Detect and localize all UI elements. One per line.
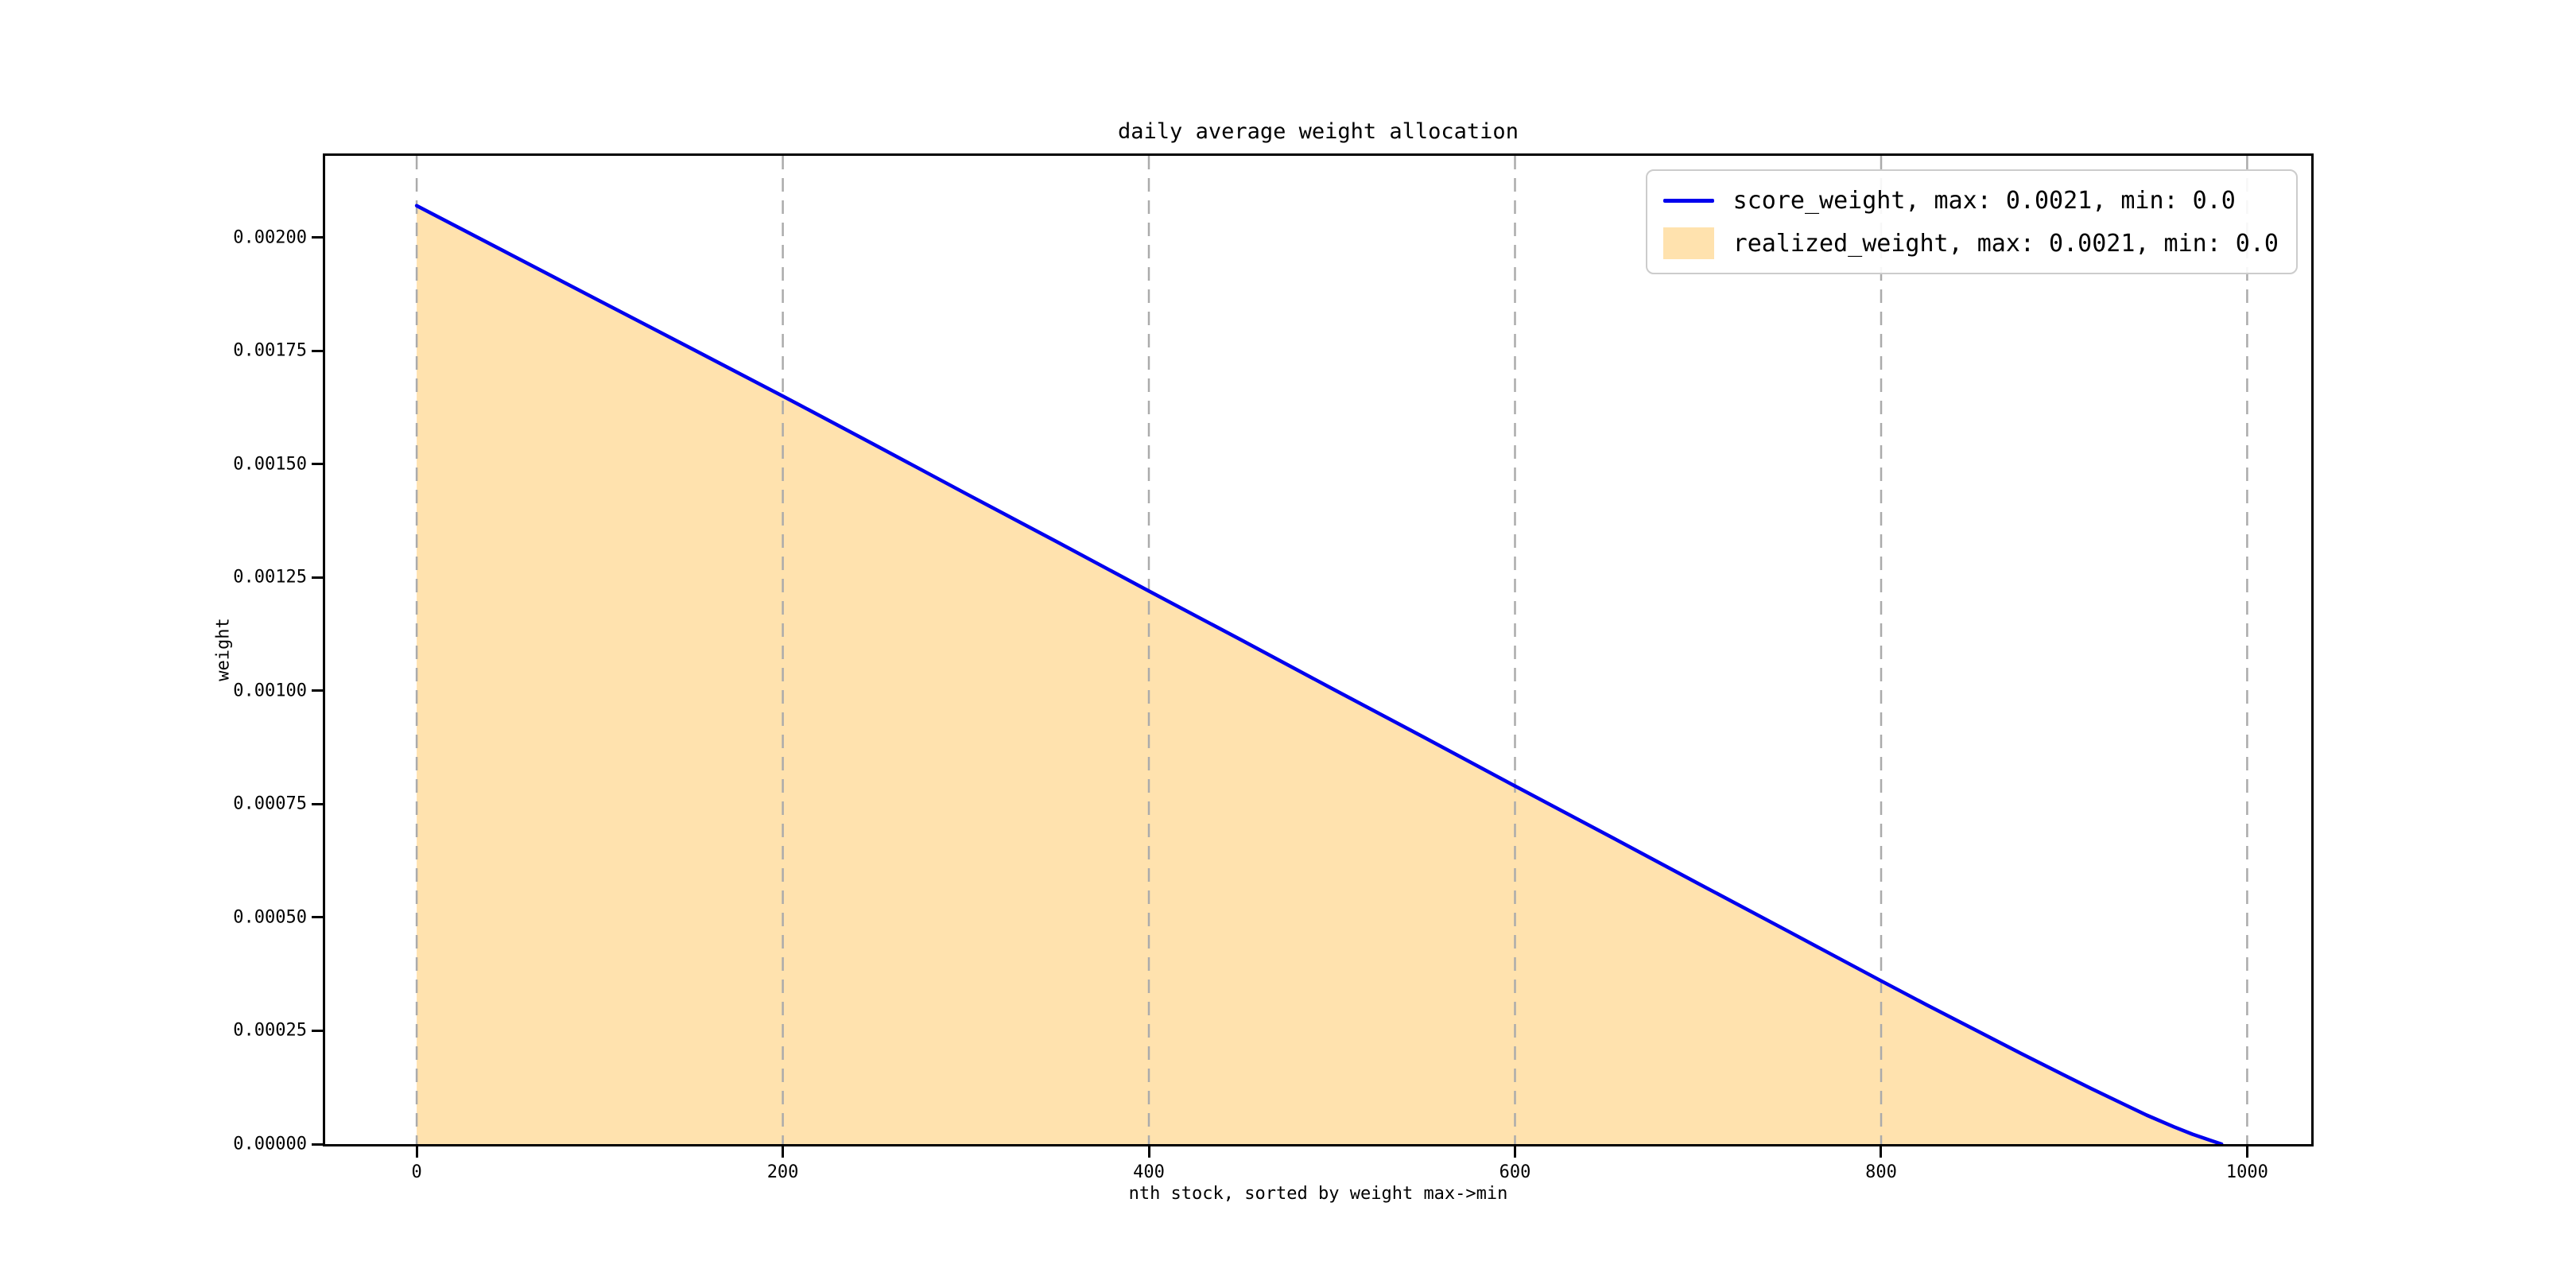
plot-area: score_weight, max: 0.0021, min: 0.0 real… bbox=[323, 153, 2314, 1146]
chart-title: daily average weight allocation bbox=[1118, 119, 1519, 144]
x-tick-label: 400 bbox=[1133, 1162, 1165, 1182]
patch-swatch bbox=[1662, 227, 1714, 259]
line-swatch bbox=[1662, 198, 1714, 203]
x-tick-mark bbox=[415, 1146, 418, 1158]
x-tick-label: 800 bbox=[1865, 1162, 1897, 1182]
x-tick-label: 600 bbox=[1499, 1162, 1531, 1182]
legend-item-realized-weight: realized_weight, max: 0.0021, min: 0.0 bbox=[1662, 223, 2279, 263]
y-tick-mark bbox=[312, 576, 323, 579]
legend: score_weight, max: 0.0021, min: 0.0 real… bbox=[1645, 169, 2298, 274]
x-axis-label: nth stock, sorted by weight max->min bbox=[1128, 1184, 1508, 1204]
y-tick-mark bbox=[312, 689, 323, 692]
legend-item-score-weight: score_weight, max: 0.0021, min: 0.0 bbox=[1662, 180, 2279, 220]
legend-patch-swatch-wrap bbox=[1662, 226, 1714, 261]
legend-line-swatch-wrap bbox=[1662, 183, 1714, 218]
y-tick-mark bbox=[312, 1029, 323, 1032]
legend-label: realized_weight, max: 0.0021, min: 0.0 bbox=[1732, 229, 2279, 258]
y-tick-mark bbox=[312, 463, 323, 466]
x-tick-label: 1000 bbox=[2225, 1162, 2268, 1182]
x-tick-mark bbox=[2245, 1146, 2248, 1158]
y-tick-label: 0.00000 bbox=[233, 1134, 307, 1154]
y-tick-label: 0.00125 bbox=[233, 567, 307, 588]
y-tick-mark bbox=[312, 802, 323, 805]
y-tick-label: 0.00175 bbox=[233, 340, 307, 361]
x-tick-mark bbox=[1147, 1146, 1150, 1158]
realized-weight-area bbox=[417, 205, 2222, 1144]
x-tick-mark bbox=[782, 1146, 785, 1158]
y-axis-label: weight bbox=[213, 618, 234, 681]
y-tick-mark bbox=[312, 916, 323, 919]
y-tick-label: 0.00025 bbox=[233, 1020, 307, 1041]
y-tick-mark bbox=[312, 1143, 323, 1146]
x-tick-label: 200 bbox=[766, 1162, 799, 1182]
score-weight-line bbox=[414, 204, 2224, 1144]
legend-label: score_weight, max: 0.0021, min: 0.0 bbox=[1732, 186, 2236, 215]
y-tick-label: 0.00200 bbox=[233, 227, 307, 248]
x-tick-mark bbox=[1880, 1146, 1883, 1158]
y-tick-label: 0.00050 bbox=[233, 907, 307, 928]
y-tick-mark bbox=[312, 236, 323, 239]
y-tick-mark bbox=[312, 349, 323, 352]
y-tick-label: 0.00100 bbox=[233, 681, 307, 701]
x-tick-mark bbox=[1513, 1146, 1516, 1158]
y-tick-label: 0.00075 bbox=[233, 793, 307, 814]
y-tick-label: 0.00150 bbox=[233, 454, 307, 475]
x-tick-label: 0 bbox=[411, 1162, 422, 1182]
chart-canvas bbox=[414, 156, 2248, 1144]
